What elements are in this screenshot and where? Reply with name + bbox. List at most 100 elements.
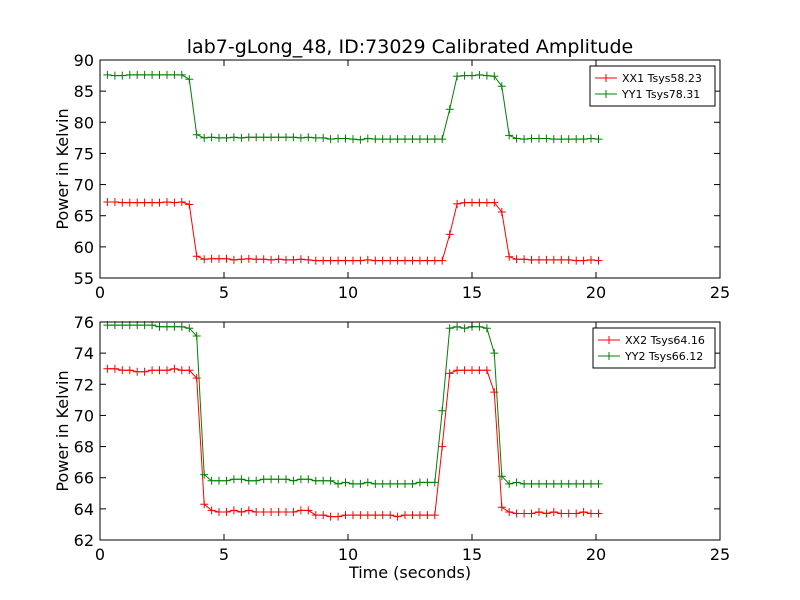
data-point xyxy=(408,135,417,144)
x-axis-label: Time (seconds) xyxy=(348,563,471,582)
data-point xyxy=(549,135,558,144)
data-point xyxy=(564,509,573,518)
data-point xyxy=(192,130,201,139)
data-point xyxy=(371,479,380,488)
data-point xyxy=(140,198,149,207)
x-tick-label: 20 xyxy=(586,283,606,302)
data-point xyxy=(341,256,350,265)
data-point xyxy=(274,475,283,484)
data-point xyxy=(490,349,499,358)
data-point xyxy=(468,198,476,207)
data-point xyxy=(378,256,387,265)
legend-marker xyxy=(602,90,610,98)
data-point xyxy=(460,198,469,207)
data-point xyxy=(587,509,595,518)
legend-label: XX1 Tsys58.23 xyxy=(622,72,702,85)
data-point xyxy=(319,256,328,265)
data-point xyxy=(572,135,581,144)
data-point xyxy=(363,511,372,520)
data-point xyxy=(386,135,395,144)
data-point xyxy=(125,366,134,375)
data-point xyxy=(163,70,171,79)
data-point xyxy=(334,512,343,521)
data-point xyxy=(304,255,313,264)
data-point xyxy=(527,479,536,488)
data-point xyxy=(438,442,447,451)
data-point xyxy=(267,255,276,264)
data-point xyxy=(564,255,573,264)
data-point xyxy=(490,198,499,207)
data-point xyxy=(319,476,328,485)
data-point xyxy=(252,476,261,485)
data-point xyxy=(282,133,290,142)
data-point xyxy=(482,71,491,80)
data-point xyxy=(267,508,276,516)
data-point xyxy=(148,198,157,207)
data-point xyxy=(549,508,558,516)
data-point xyxy=(334,479,343,488)
data-point xyxy=(229,506,238,515)
data-point xyxy=(155,366,164,375)
data-point xyxy=(527,255,536,264)
data-point xyxy=(289,476,298,485)
data-point xyxy=(140,367,149,376)
legend: XX2 Tsys64.16 YY2 Tsys66.12 xyxy=(592,327,716,369)
data-point xyxy=(163,366,171,375)
y-tick-label: 55 xyxy=(74,269,94,288)
data-point xyxy=(393,256,402,265)
data-point xyxy=(490,72,499,81)
data-point xyxy=(207,506,216,515)
legend-box xyxy=(589,65,716,107)
data-point xyxy=(252,133,261,142)
data-point xyxy=(594,135,603,144)
legend-entry: YY1 Tsys78.31 xyxy=(595,88,700,101)
data-point xyxy=(267,475,276,484)
data-point xyxy=(445,324,454,333)
data-point xyxy=(505,508,514,516)
data-point xyxy=(520,509,529,518)
y-axis-label: Power in Kelvin xyxy=(53,108,72,229)
data-point xyxy=(222,254,231,263)
top-plot: 0 5 10 15 20 25 55 60 65 70 75 80 85 90 Power in Kelvi… xyxy=(53,51,730,302)
legend-entry: XX1 Tsys58.23 xyxy=(595,72,702,85)
x-tick-label: 25 xyxy=(710,545,730,564)
data-point xyxy=(505,252,514,261)
chart-title: lab7-gLong_48, ID:73029 Calibrated Ampli… xyxy=(187,36,633,58)
data-point xyxy=(311,511,320,520)
legend-entry: XX2 Tsys64.16 xyxy=(598,334,705,347)
data-point xyxy=(512,509,521,518)
legend: XX1 Tsys58.23 YY1 Tsys78.31 xyxy=(589,65,716,107)
data-point xyxy=(512,134,521,143)
data-point xyxy=(453,322,462,331)
data-point xyxy=(200,255,209,264)
data-point xyxy=(326,256,335,265)
data-point xyxy=(229,475,238,484)
data-point xyxy=(222,133,231,142)
data-point xyxy=(423,511,432,520)
legend-marker xyxy=(602,74,610,82)
data-point xyxy=(133,367,142,376)
data-point xyxy=(430,478,439,487)
data-point xyxy=(207,476,216,485)
data-point xyxy=(415,511,424,520)
data-point xyxy=(520,479,529,488)
data-point xyxy=(371,511,380,520)
data-point xyxy=(423,135,432,144)
data-point xyxy=(587,479,595,488)
data-point xyxy=(475,366,484,375)
data-point xyxy=(289,255,298,264)
data-point xyxy=(482,366,491,375)
data-point xyxy=(177,198,186,206)
series-2 xyxy=(103,70,603,144)
data-point xyxy=(237,255,246,264)
data-point xyxy=(237,475,246,484)
data-point xyxy=(549,255,558,264)
data-point xyxy=(415,478,424,487)
data-point xyxy=(527,509,536,518)
data-point xyxy=(200,470,209,479)
data-point xyxy=(445,369,454,378)
data-point xyxy=(349,135,357,144)
data-point xyxy=(148,70,157,79)
y-tick-label: 66 xyxy=(74,469,94,488)
y-tick-label: 75 xyxy=(74,144,94,163)
